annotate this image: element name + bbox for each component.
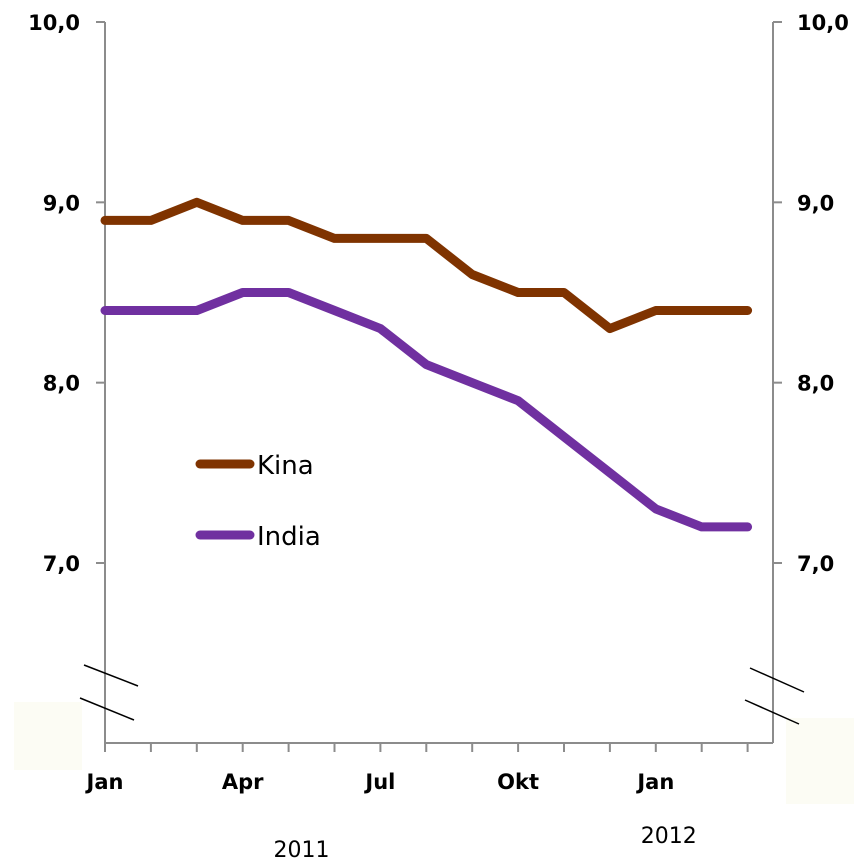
x-tick-label: Okt <box>497 770 539 794</box>
y-tick-label-right: 8,0 <box>797 372 834 396</box>
x-axis-ticks: Jan Apr Jul Okt Jan 2011 2012 <box>85 743 749 862</box>
x-tick-label: Apr <box>222 770 264 794</box>
x-tick-label: Jan <box>635 770 674 794</box>
axis-break-patches <box>14 702 854 804</box>
series-line-kina <box>100 197 753 334</box>
y-tick-label-right: 9,0 <box>797 191 834 215</box>
series-line-india <box>100 288 753 532</box>
axes <box>104 22 774 744</box>
right-break-patch <box>786 718 854 804</box>
year-label: 2011 <box>274 838 330 862</box>
series-lines <box>100 197 753 532</box>
y-tick-label-right: 7,0 <box>797 552 834 576</box>
x-tick-label: Jan <box>85 770 124 794</box>
legend: Kina India <box>195 451 321 552</box>
y-tick-label-left: 7,0 <box>43 552 80 576</box>
y-tick-label-left: 10,0 <box>28 11 80 35</box>
left-break-patch <box>14 702 82 770</box>
legend-label: Kina <box>257 451 314 481</box>
axis-break-line <box>83 664 139 687</box>
y-axis-left-ticks: 10,0 9,0 8,0 7,0 <box>28 11 105 576</box>
y-tick-label-right: 10,0 <box>797 11 849 35</box>
axis-break-marks <box>79 664 805 725</box>
axis-break-line <box>749 667 805 693</box>
axis-break-line <box>79 697 135 721</box>
legend-label: India <box>257 522 321 552</box>
x-tick-label: Jul <box>363 770 395 794</box>
y-tick-label-left: 9,0 <box>43 191 80 215</box>
year-label: 2012 <box>641 824 697 849</box>
y-tick-label-left: 8,0 <box>43 372 80 396</box>
y-axis-right-ticks: 10,0 9,0 8,0 7,0 <box>773 11 849 576</box>
axis-break-line <box>744 699 800 725</box>
